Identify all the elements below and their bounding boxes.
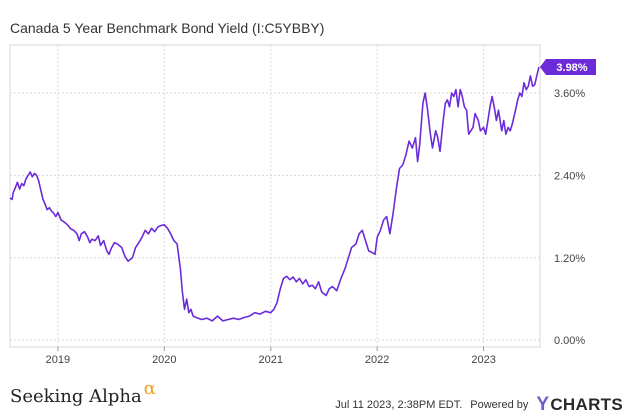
x-axis: 2019 2020 2021 2022 2023 — [46, 347, 496, 366]
last-value-label: 3.98% — [540, 58, 596, 75]
x-tick-label: 2019 — [46, 354, 70, 366]
x-tick-label: 2023 — [471, 354, 495, 366]
last-value-badge — [540, 58, 596, 75]
last-value-text: 3.98% — [556, 62, 587, 74]
series-line — [9, 66, 540, 322]
x-tick-label: 2021 — [259, 354, 283, 366]
plot-frame — [9, 44, 541, 348]
alpha-mark: α — [143, 378, 156, 399]
grid — [9, 44, 541, 348]
y-tick-label: 0.00% — [554, 335, 585, 347]
powered-by-label: Powered by — [470, 399, 529, 411]
ycharts-y-icon: Y — [536, 394, 550, 415]
y-tick-label: 1.20% — [554, 253, 585, 265]
y-tick-label: 3.60% — [554, 88, 585, 100]
ycharts-name: CHARTS — [550, 395, 623, 414]
seeking-alpha-logo: Seeking Alpha α — [10, 378, 156, 407]
x-tick-label: 2020 — [152, 354, 176, 366]
ycharts-logo: Y CHARTS — [536, 394, 623, 416]
footer-credits: Jul 11 2023, 2:38PM EDT. Powered by Y CHA… — [335, 394, 623, 416]
chart-title: Canada 5 Year Benchmark Bond Yield (I:C5… — [10, 20, 325, 36]
y-axis: 0.00% 1.20% 2.40% 3.60% — [554, 88, 585, 347]
x-tick-label: 2022 — [365, 354, 389, 366]
y-tick-label: 2.40% — [554, 170, 585, 182]
timestamp: Jul 11 2023, 2:38PM EDT. — [335, 399, 463, 411]
brand-name: Seeking Alpha — [10, 386, 142, 407]
series — [9, 66, 540, 322]
